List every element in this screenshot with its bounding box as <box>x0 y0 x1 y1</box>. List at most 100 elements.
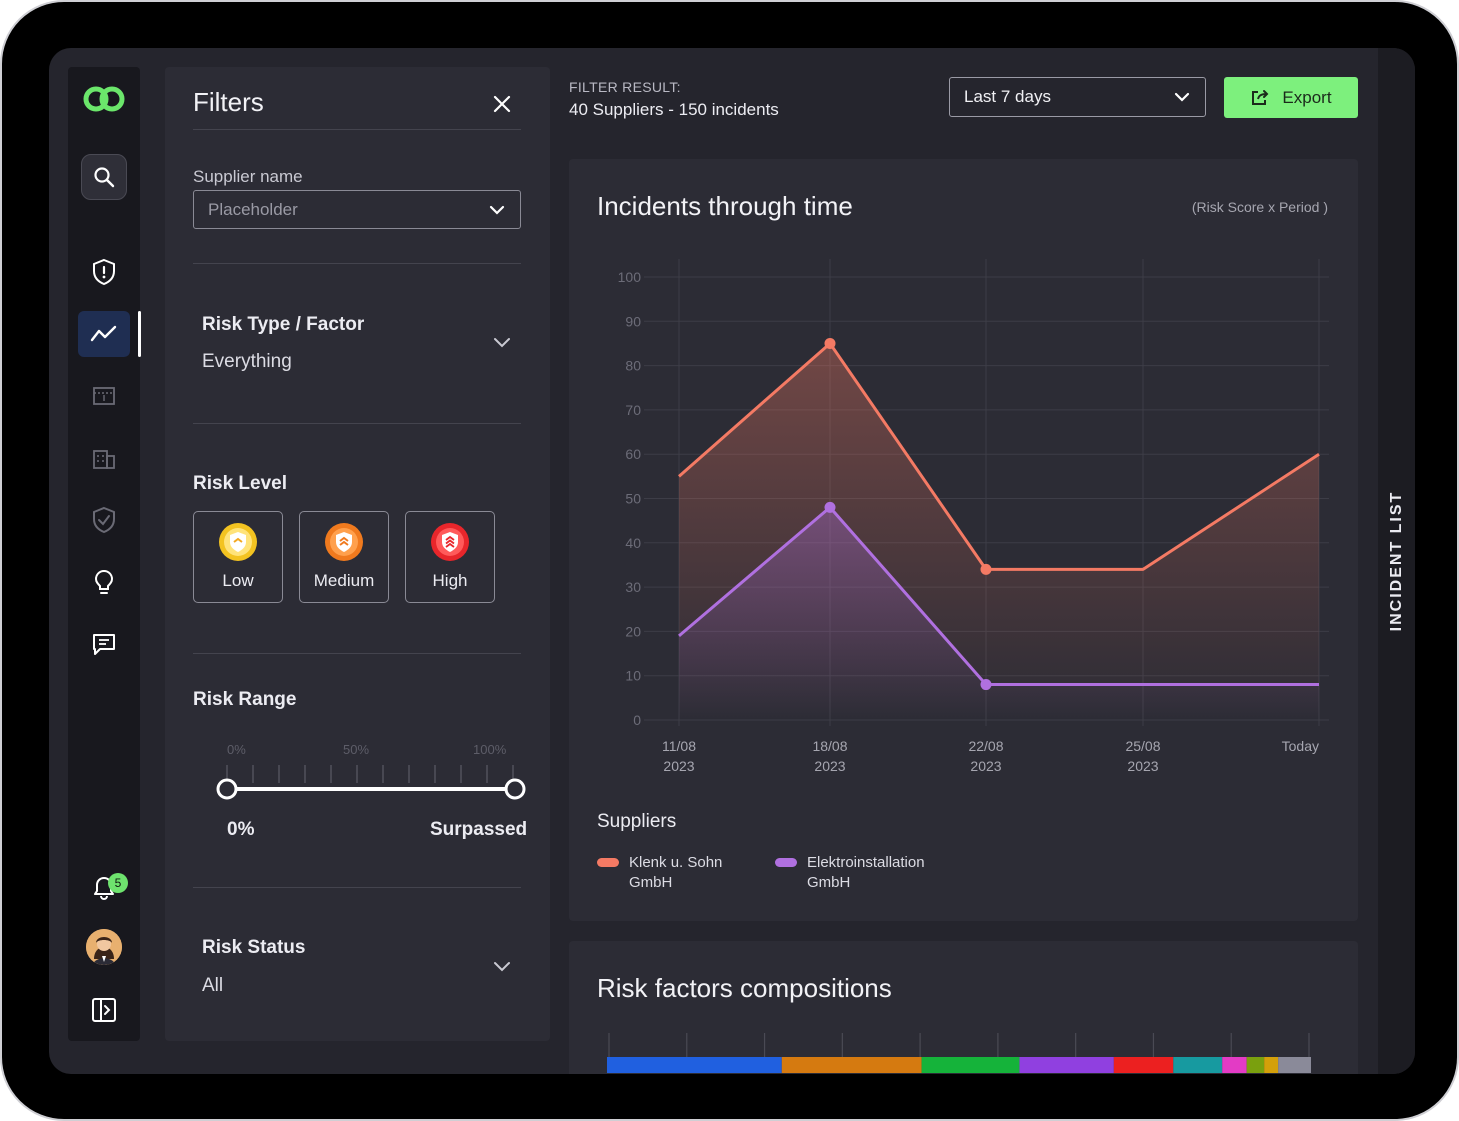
range-max-handle[interactable] <box>504 778 526 800</box>
period-value: Last 7 days <box>964 87 1051 106</box>
x-tick-label: 18/08 <box>812 738 847 754</box>
risk-range-heading: Risk Range <box>193 689 297 710</box>
risk-level-medium-button[interactable]: Medium <box>299 511 389 603</box>
risk-level-label: Low <box>222 571 254 590</box>
supplier-name-placeholder: Placeholder <box>208 199 298 219</box>
chart-title: Incidents through time <box>597 191 853 221</box>
high-risk-icon <box>431 523 469 561</box>
incident-list-tab[interactable]: INCIDENT LIST <box>1378 48 1415 1074</box>
logo-icon[interactable] <box>82 81 126 117</box>
data-point <box>980 563 992 575</box>
icon-rail: 5 <box>68 67 141 1041</box>
legend-label: Klenk u. Sohn GmbH <box>629 854 723 891</box>
period-select[interactable]: Last 7 days <box>949 77 1206 117</box>
x-tick-label: 2023 <box>1127 758 1158 774</box>
lightbulb-icon <box>94 569 114 594</box>
filters-panel: Filters Supplier name Placeholder Risk T… <box>165 67 550 1041</box>
x-tick-label: 2023 <box>814 758 845 774</box>
search-button[interactable] <box>81 154 127 200</box>
risk-factors-bar <box>607 1033 1311 1073</box>
supplier-name-label: Supplier name <box>193 167 303 186</box>
chevron-down-icon[interactable] <box>491 335 513 351</box>
avatar[interactable] <box>86 929 122 965</box>
divider <box>193 653 521 654</box>
y-tick-label: 0 <box>633 712 641 728</box>
incident-list-label: INCIDENT LIST <box>1387 490 1405 632</box>
app-screen: 5 Filters <box>49 48 1415 1074</box>
low-risk-icon <box>219 523 257 561</box>
legend-item[interactable]: Elektroinstallation GmbH <box>775 853 937 893</box>
data-point <box>824 501 836 513</box>
x-tick-label: 2023 <box>970 758 1001 774</box>
legend-label: Elektroinstallation GmbH <box>807 854 925 891</box>
risk-factor-segment[interactable] <box>921 1057 1020 1073</box>
divider <box>193 263 521 264</box>
risk-range-slider[interactable] <box>215 777 527 801</box>
risk-factor-segment[interactable] <box>1173 1057 1223 1073</box>
filter-result-label: FILTER RESULT: <box>569 79 681 95</box>
divider <box>193 129 521 130</box>
close-icon <box>493 95 511 113</box>
chevron-down-icon <box>489 205 505 215</box>
nav-messages[interactable] <box>78 621 130 667</box>
y-tick-label: 50 <box>625 491 641 507</box>
active-nav-indicator <box>138 311 141 357</box>
risk-factor-segment[interactable] <box>1222 1057 1247 1073</box>
risk-level-low-button[interactable]: Low <box>193 511 283 603</box>
divider <box>193 423 521 424</box>
risk-factor-segment[interactable] <box>1264 1057 1279 1073</box>
export-icon <box>1252 89 1269 105</box>
export-button[interactable]: Export <box>1224 77 1358 118</box>
y-tick-label: 10 <box>625 668 641 684</box>
filters-title: Filters <box>193 87 264 117</box>
y-tick-label: 30 <box>625 579 641 595</box>
risk-factor-segment[interactable] <box>1246 1057 1265 1073</box>
risk-type-heading: Risk Type / Factor <box>202 314 365 335</box>
risk-factor-segment[interactable] <box>781 1057 922 1073</box>
board-icon <box>93 387 115 405</box>
search-icon <box>94 167 115 188</box>
nav-risk-alerts[interactable] <box>78 249 130 295</box>
chat-icon <box>93 634 115 655</box>
range-tick-label: 0% <box>227 742 246 757</box>
close-filters-button[interactable] <box>487 89 517 119</box>
risk-level-label: High <box>432 571 468 590</box>
nav-analytics[interactable] <box>78 311 130 357</box>
nav-suppliers[interactable] <box>78 435 130 481</box>
chevron-down-icon[interactable] <box>491 959 513 975</box>
y-tick-label: 20 <box>625 623 641 639</box>
data-point <box>980 679 992 691</box>
range-tick-label: 100% <box>473 742 507 757</box>
risk-level-heading: Risk Level <box>193 473 287 494</box>
shield-alert-icon <box>93 258 115 286</box>
range-min-value: 0% <box>227 819 255 840</box>
y-tick-label: 40 <box>625 535 641 551</box>
legend-item[interactable]: Klenk u. Sohn GmbH <box>597 853 759 893</box>
y-tick-label: 90 <box>625 313 641 329</box>
export-label: Export <box>1282 87 1332 107</box>
trend-line-icon <box>90 325 117 342</box>
y-tick-label: 100 <box>618 269 642 285</box>
shield-check-icon <box>93 506 115 534</box>
chart-subtitle: (Risk Score x Period ) <box>1191 199 1328 215</box>
nav-dashboard[interactable] <box>78 373 130 419</box>
risk-factor-segment[interactable] <box>1019 1057 1114 1073</box>
x-tick-label: 22/08 <box>968 738 1003 754</box>
supplier-name-select[interactable]: Placeholder <box>193 190 521 229</box>
risk-factor-segment[interactable] <box>1278 1057 1311 1073</box>
risk-factor-segment[interactable] <box>1113 1057 1174 1073</box>
filter-result-value: 40 Suppliers - 150 incidents <box>569 100 779 119</box>
range-min-handle[interactable] <box>216 778 238 800</box>
legend-swatch <box>775 858 797 867</box>
nav-insights[interactable] <box>78 559 130 605</box>
y-tick-label: 60 <box>625 446 641 462</box>
risk-type-value: Everything <box>202 351 292 372</box>
risk-factor-segment[interactable] <box>607 1057 782 1073</box>
sidebar-toggle-icon <box>92 998 116 1022</box>
risk-level-high-button[interactable]: High <box>405 511 495 603</box>
collapse-sidebar-button[interactable] <box>78 987 130 1033</box>
notification-badge: 5 <box>108 873 128 893</box>
nav-compliance[interactable] <box>78 497 130 543</box>
x-tick-label: 2023 <box>663 758 694 774</box>
risk-level-label: Medium <box>313 571 375 590</box>
